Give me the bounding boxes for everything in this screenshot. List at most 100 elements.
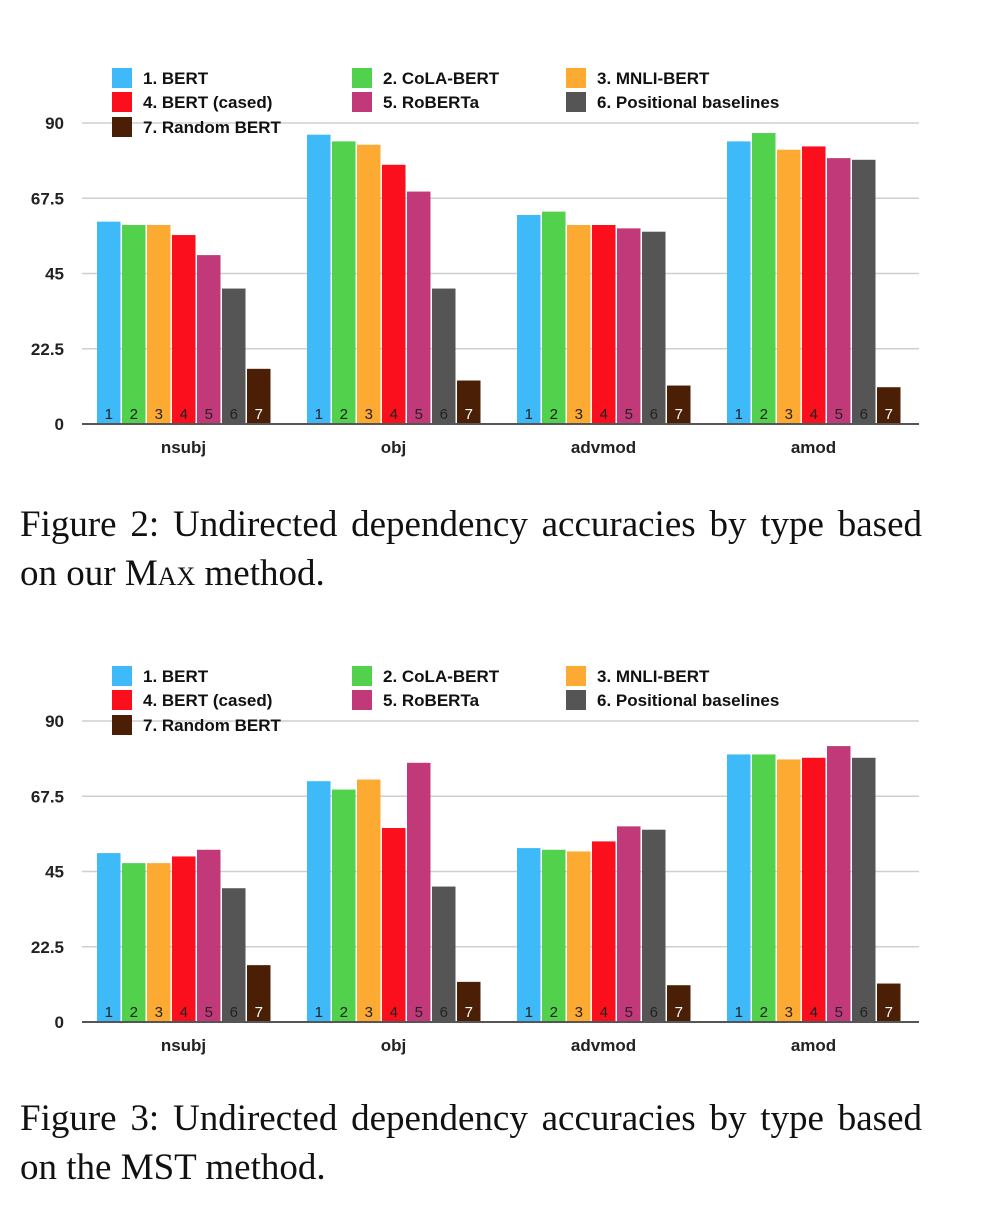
y-tick-label: 0 [55, 415, 64, 434]
bar-number-label: 1 [105, 406, 113, 423]
bar-advmod-3 [567, 851, 591, 1022]
bar-nsubj-6 [222, 888, 246, 1022]
y-tick-label: 67.5 [31, 189, 64, 208]
bar-nsubj-7 [247, 965, 271, 1022]
bar-number-label: 6 [440, 1004, 448, 1021]
bar-number-label: 7 [255, 1004, 263, 1021]
bar-number-label: 4 [810, 1004, 818, 1021]
bar-advmod-7 [667, 985, 691, 1022]
y-tick-label: 45 [45, 863, 64, 882]
x-tick-label-amod: amod [791, 1036, 836, 1055]
y-tick-label: 90 [45, 712, 64, 731]
bar-advmod-1 [517, 848, 541, 1022]
bar-number-label: 4 [180, 406, 188, 423]
bar-obj-4 [382, 828, 406, 1022]
bar-number-label: 4 [600, 406, 608, 423]
bar-obj-7 [457, 981, 481, 1022]
bar-number-label: 4 [600, 1004, 608, 1021]
bar-amod-6 [852, 757, 876, 1022]
bar-number-label: 7 [465, 406, 473, 423]
bar-number-label: 5 [625, 1004, 633, 1021]
legend-swatch [112, 68, 132, 88]
bar-advmod-7 [667, 385, 691, 424]
bar-number-label: 7 [885, 406, 893, 423]
x-tick-label-advmod: advmod [571, 1036, 636, 1055]
bar-amod-5 [827, 158, 851, 424]
bar-amod-4 [802, 146, 826, 424]
bar-nsubj-2 [122, 225, 146, 424]
bar-advmod-2 [542, 211, 566, 424]
legend-swatch [112, 92, 132, 112]
bar-number-label: 3 [575, 1004, 583, 1021]
bar-advmod-6 [642, 231, 666, 424]
bar-number-label: 6 [230, 1004, 238, 1021]
bar-amod-4 [802, 757, 826, 1022]
bar-number-label: 1 [525, 406, 533, 423]
bar-number-label: 3 [365, 406, 373, 423]
figure-3-caption: Figure 3: Undirected dependency accuraci… [20, 1094, 922, 1192]
figure-2-caption: Figure 2: Undirected dependency accuraci… [20, 500, 922, 598]
figure-2-caption-suffix: method. [195, 553, 325, 594]
bar-number-label: 2 [760, 1004, 768, 1021]
bar-nsubj-1 [97, 853, 121, 1022]
bar-number-label: 5 [205, 406, 213, 423]
bar-advmod-4 [592, 841, 616, 1022]
bar-number-label: 3 [575, 406, 583, 423]
bar-nsubj-3 [147, 225, 171, 424]
bar-number-label: 2 [550, 1004, 558, 1021]
bar-amod-2 [752, 754, 776, 1022]
legend-swatch [112, 715, 132, 735]
bar-nsubj-4 [172, 235, 196, 424]
y-tick-label: 67.5 [31, 787, 64, 806]
x-tick-label-nsubj: nsubj [161, 438, 206, 457]
bar-advmod-6 [642, 829, 666, 1022]
bar-obj-4 [382, 164, 406, 425]
legend-label: 1. BERT [143, 667, 209, 686]
x-tick-label-obj: obj [381, 438, 407, 457]
bar-obj-5 [407, 762, 431, 1022]
legend-label: 7. Random BERT [143, 118, 282, 137]
bar-advmod-3 [567, 225, 591, 424]
bar-obj-2 [332, 141, 356, 424]
bar-number-label: 1 [315, 406, 323, 423]
legend-swatch [112, 690, 132, 710]
bar-amod-2 [752, 133, 776, 425]
bar-number-label: 1 [735, 406, 743, 423]
x-tick-label-advmod: advmod [571, 438, 636, 457]
bar-number-label: 1 [105, 1004, 113, 1021]
bar-number-label: 5 [625, 406, 633, 423]
bar-nsubj-1 [97, 221, 121, 424]
legend-label: 2. CoLA-BERT [383, 69, 500, 88]
legend-label: 3. MNLI-BERT [597, 69, 710, 88]
bar-number-label: 7 [885, 1004, 893, 1021]
bar-obj-1 [307, 134, 331, 424]
legend-label: 3. MNLI-BERT [597, 667, 710, 686]
bar-obj-6 [432, 886, 456, 1022]
bar-advmod-4 [592, 225, 616, 424]
bar-nsubj-2 [122, 863, 146, 1022]
bar-advmod-1 [517, 214, 541, 424]
bar-number-label: 2 [130, 406, 138, 423]
bar-number-label: 5 [415, 1004, 423, 1021]
bar-amod-3 [777, 149, 801, 424]
bar-number-label: 4 [810, 406, 818, 423]
x-tick-label-obj: obj [381, 1036, 407, 1055]
bar-number-label: 6 [650, 1004, 658, 1021]
figure-3-caption-prefix: Figure 3: Undirected dependency accuraci… [20, 1098, 922, 1188]
bar-number-label: 3 [155, 1004, 163, 1021]
legend-swatch [352, 92, 372, 112]
bar-obj-3 [357, 779, 381, 1022]
bar-number-label: 4 [390, 406, 398, 423]
y-tick-label: 22.5 [31, 340, 64, 359]
bar-amod-7 [877, 983, 901, 1022]
legend-swatch [112, 117, 132, 137]
bar-obj-5 [407, 191, 431, 424]
bar-number-label: 7 [255, 406, 263, 423]
bar-number-label: 5 [835, 406, 843, 423]
bar-number-label: 4 [390, 1004, 398, 1021]
bar-number-label: 2 [550, 406, 558, 423]
bar-number-label: 5 [205, 1004, 213, 1021]
y-tick-label: 90 [45, 114, 64, 133]
